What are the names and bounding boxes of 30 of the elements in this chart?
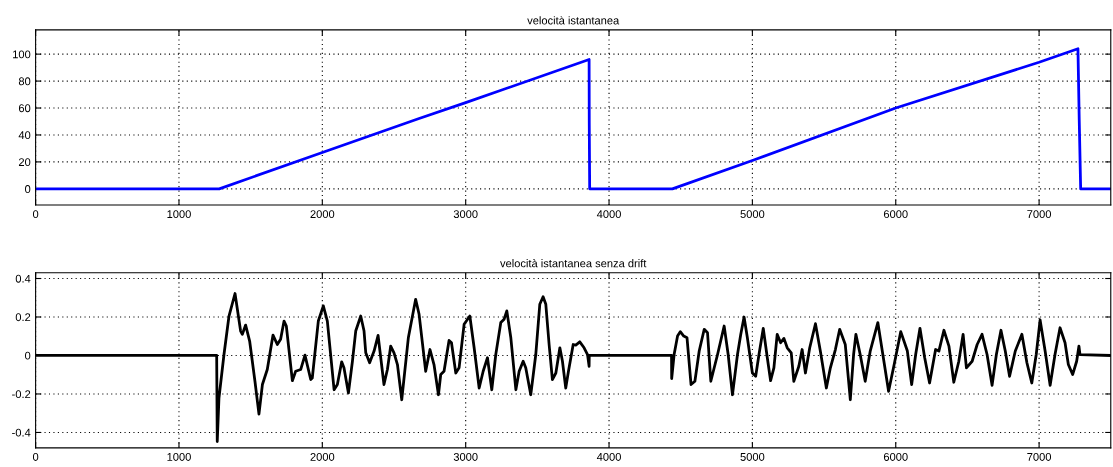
y-tick-label: 20 [18, 158, 31, 167]
y-tick-label: 0.2 [15, 313, 31, 322]
x-tick-label: 6000 [883, 453, 908, 461]
chart-title: velocità istantanea senza drift [500, 258, 647, 268]
x-tick-label: 7000 [1027, 453, 1052, 461]
y-tick-label: 80 [18, 77, 31, 86]
x-tick-label: 4000 [596, 453, 621, 461]
x-tick-label: 5000 [740, 210, 765, 219]
y-tick-label: 0 [25, 185, 31, 193]
y-tick-label: 0.4 [15, 274, 31, 283]
x-tick-label: 7000 [1027, 210, 1052, 219]
y-tick-label: 40 [18, 131, 31, 140]
y-tick-label: 60 [18, 104, 31, 113]
x-tick-label: 1000 [167, 210, 191, 219]
x-tick-label: 1000 [167, 453, 191, 461]
y-tick-label: -0.2 [12, 390, 31, 399]
x-tick-label: 6000 [883, 210, 908, 219]
y-tick-label: 0 [25, 351, 31, 360]
y-tick-label: -0.4 [12, 428, 31, 437]
x-tick-label: 0 [32, 453, 39, 461]
x-tick-label: 4000 [596, 210, 621, 219]
x-tick-label: 3000 [453, 210, 478, 219]
line-series [35, 47, 1111, 191]
x-tick-label: 5000 [740, 453, 765, 461]
y-tick-label: 100 [13, 50, 31, 59]
x-tick-label: 3000 [453, 453, 478, 461]
x-tick-label: 2000 [310, 453, 335, 461]
chart-title: velocità istantanea [527, 16, 620, 25]
x-tick-label: 2000 [310, 210, 335, 219]
x-tick-label: 0 [32, 210, 39, 219]
